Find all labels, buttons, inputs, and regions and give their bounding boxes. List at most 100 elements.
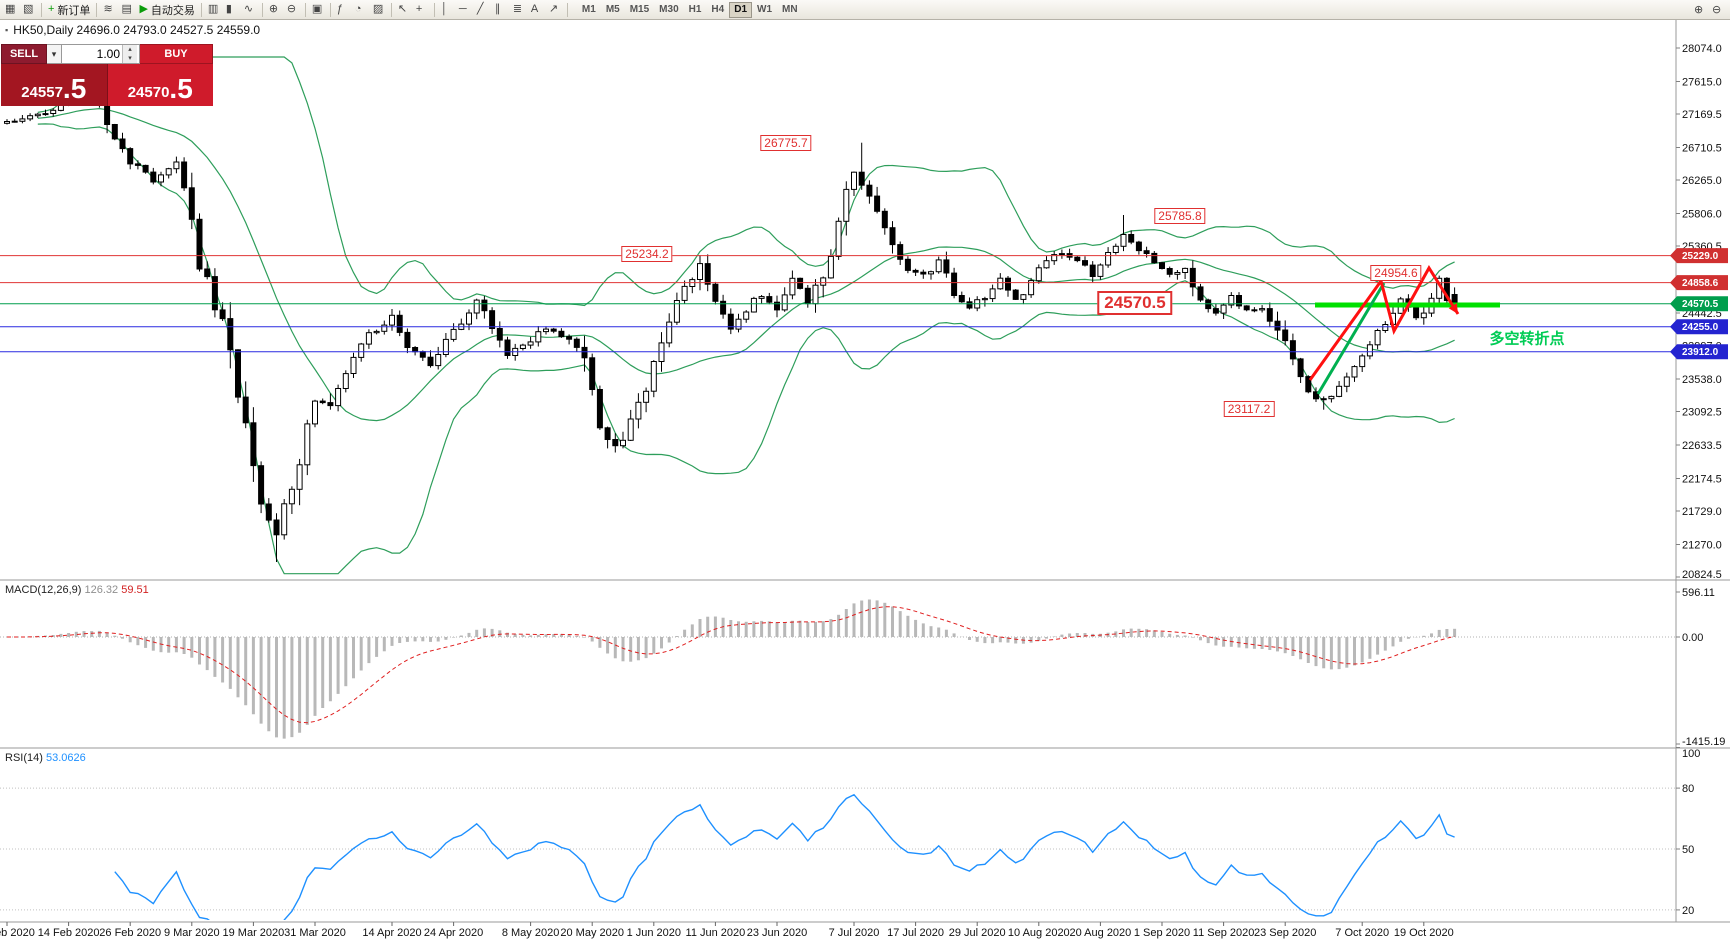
crosshair-icon: + bbox=[415, 3, 423, 15]
zoom-in-alt-icon[interactable]: ⊕ bbox=[1691, 1, 1709, 19]
date-axis-label: 1 Sep 2020 bbox=[1134, 927, 1190, 939]
vertical-line-icon: │ bbox=[440, 3, 448, 15]
chart-ohlc-header: ▪ HK50,Daily 24696.0 24793.0 24527.5 245… bbox=[5, 23, 260, 37]
price-scale-label: 27615.0 bbox=[1682, 77, 1722, 89]
macd-signal-value: 59.51 bbox=[121, 584, 149, 596]
chevron-down-icon: ▾ bbox=[51, 48, 57, 59]
zoom-in-alt-icon: ⊕ bbox=[1694, 3, 1704, 16]
toolbar-separator bbox=[200, 2, 202, 17]
toolbar-button-group: ▦ ▧ + 新订单 ≋ ▤ ▶ 自动交易 ▥ ▮ ∿ ⊕ ⊖ ▣ ƒ ◔ ▨ ↖ + │ ─ ╱ ∥ ≣ A ↗ bbox=[2, 0, 571, 19]
price-scale-label: 23092.5 bbox=[1682, 407, 1722, 419]
timeframe-m5[interactable]: M5 bbox=[601, 2, 625, 18]
buy-price-panel[interactable]: 24570.5 bbox=[107, 64, 213, 106]
zoom-out-icon[interactable]: ⊖ bbox=[284, 1, 302, 19]
date-axis-label: 23 Jun 2020 bbox=[747, 927, 808, 939]
bar-chart-icon: ▥ bbox=[207, 3, 219, 15]
toolbar-separator bbox=[566, 2, 568, 17]
sell-price-panel[interactable]: 24557.5 bbox=[1, 64, 108, 106]
timeframe-mn[interactable]: MN bbox=[777, 2, 803, 18]
horizontal-line-icon: ─ bbox=[458, 3, 467, 15]
indicators-icon[interactable]: ƒ bbox=[334, 1, 352, 19]
data-window-icon[interactable]: ▤ bbox=[118, 1, 136, 19]
candlestick-chart-icon[interactable]: ▮ bbox=[223, 1, 241, 19]
date-axis-label: 26 Feb 2020 bbox=[99, 927, 161, 939]
zigzag-arrow bbox=[1308, 265, 1460, 381]
timeframe-m1[interactable]: M1 bbox=[577, 2, 601, 18]
chart-profiles-icon[interactable]: ▧ bbox=[20, 1, 38, 19]
price-tag-label: 24255.0 bbox=[1682, 322, 1719, 333]
order-type-dropdown[interactable]: ▾ bbox=[47, 44, 62, 64]
timeframe-m30[interactable]: M30 bbox=[654, 2, 683, 18]
macd-signal-line bbox=[7, 606, 1455, 724]
price-annotation: 25234.2 bbox=[621, 246, 673, 262]
sell-button[interactable]: SELL bbox=[1, 44, 47, 64]
price-scale-label: 21270.0 bbox=[1682, 540, 1722, 552]
volume-down-icon[interactable]: ▾ bbox=[123, 54, 137, 63]
date-axis-label: 20 May 2020 bbox=[560, 927, 624, 939]
date-axis-label: 7 Jul 2020 bbox=[829, 927, 880, 939]
auto-trading-button[interactable]: ▶ 自动交易 bbox=[136, 1, 197, 19]
price-scale-label: 26265.0 bbox=[1682, 175, 1722, 187]
date-axis-label: 10 Aug 2020 bbox=[1008, 927, 1070, 939]
line-chart-icon[interactable]: ∿ bbox=[241, 1, 259, 19]
zoom-in-icon[interactable]: ⊕ bbox=[266, 1, 284, 19]
trendline-icon[interactable]: ╱ bbox=[474, 1, 492, 19]
timeframe-m15[interactable]: M15 bbox=[625, 2, 654, 18]
date-axis-label: 19 Oct 2020 bbox=[1394, 927, 1454, 939]
main-toolbar: ▦ ▧ + 新订单 ≋ ▤ ▶ 自动交易 ▥ ▮ ∿ ⊕ ⊖ ▣ ƒ ◔ ▨ ↖ + │ ─ ╱ ∥ ≣ A ↗ M1 M5 M15 M… bbox=[0, 0, 1730, 20]
rsi-value: 53.0626 bbox=[45, 752, 86, 764]
channel-icon[interactable]: ∥ bbox=[492, 1, 510, 19]
buy-button[interactable]: BUY bbox=[140, 44, 213, 64]
zoom-out-alt-icon[interactable]: ⊖ bbox=[1709, 1, 1727, 19]
price-annotation: 24570.5 bbox=[1097, 291, 1173, 315]
toolbar-separator bbox=[96, 2, 98, 17]
price-scale-label: 22174.5 bbox=[1682, 474, 1722, 486]
toolbar-separator bbox=[433, 2, 435, 17]
timeframe-toolbar: M1 M5 M15 M30 H1 H4 D1 W1 MN bbox=[577, 1, 803, 18]
new-chart-icon[interactable]: ▦ bbox=[2, 1, 20, 19]
periods-icon[interactable]: ◔ bbox=[352, 1, 370, 19]
macd-panel bbox=[7, 599, 1457, 739]
timeframe-h4[interactable]: H4 bbox=[706, 2, 729, 18]
macd-scale-label: -1415.19 bbox=[1682, 736, 1725, 748]
candlesticks bbox=[4, 90, 1458, 562]
crosshair-icon[interactable]: + bbox=[413, 1, 431, 19]
bar-chart-icon[interactable]: ▥ bbox=[205, 1, 223, 19]
arrow-tools-icon[interactable]: ↗ bbox=[546, 1, 564, 19]
vertical-line-icon[interactable]: │ bbox=[438, 1, 456, 19]
line-chart-icon: ∿ bbox=[243, 3, 254, 15]
timeframe-h1[interactable]: H1 bbox=[684, 2, 707, 18]
templates-icon[interactable]: ▨ bbox=[370, 1, 388, 19]
tile-windows-icon[interactable]: ▣ bbox=[309, 1, 327, 19]
new-order-button-label: 新订单 bbox=[57, 4, 91, 17]
date-axis-label: 23 Sep 2020 bbox=[1254, 927, 1316, 939]
new-order-icon: + bbox=[48, 3, 55, 15]
bollinger-upper bbox=[37, 56, 1455, 307]
chart-type-icon: ▪ bbox=[5, 25, 9, 35]
price-tag-label: 25229.0 bbox=[1682, 251, 1719, 262]
macd-name: MACD(12,26,9) bbox=[5, 584, 82, 596]
date-axis-label: 8 May 2020 bbox=[502, 927, 559, 939]
timeframe-w1[interactable]: W1 bbox=[752, 2, 777, 18]
buy-price-fraction: .5 bbox=[169, 73, 193, 104]
new-order-button[interactable]: + 新订单 bbox=[45, 1, 93, 19]
sell-price-fraction: .5 bbox=[62, 73, 87, 104]
fibonacci-icon[interactable]: ≣ bbox=[510, 1, 528, 19]
macd-main-value: 126.32 bbox=[84, 584, 119, 596]
trendline-icon: ╱ bbox=[476, 3, 484, 15]
price-annotation: 24954.6 bbox=[1370, 265, 1422, 281]
date-axis-label: 14 Apr 2020 bbox=[362, 927, 421, 939]
volume-input[interactable] bbox=[62, 45, 122, 63]
rsi-scale-label: 20 bbox=[1682, 905, 1694, 917]
horizontal-line-icon[interactable]: ─ bbox=[456, 1, 474, 19]
timeframe-d1[interactable]: D1 bbox=[729, 1, 753, 18]
rsi-name: RSI(14) bbox=[5, 752, 43, 764]
volume-up-icon[interactable]: ▴ bbox=[123, 45, 137, 54]
volume-stepper: ▴ ▾ bbox=[122, 45, 137, 63]
note-annotation: 多空转折点 bbox=[1489, 330, 1565, 348]
zoom-in-icon: ⊕ bbox=[268, 3, 279, 15]
text-label-icon[interactable]: A bbox=[528, 1, 546, 19]
market-watch-icon[interactable]: ≋ bbox=[100, 1, 118, 19]
cursor-icon[interactable]: ↖ bbox=[395, 1, 413, 19]
